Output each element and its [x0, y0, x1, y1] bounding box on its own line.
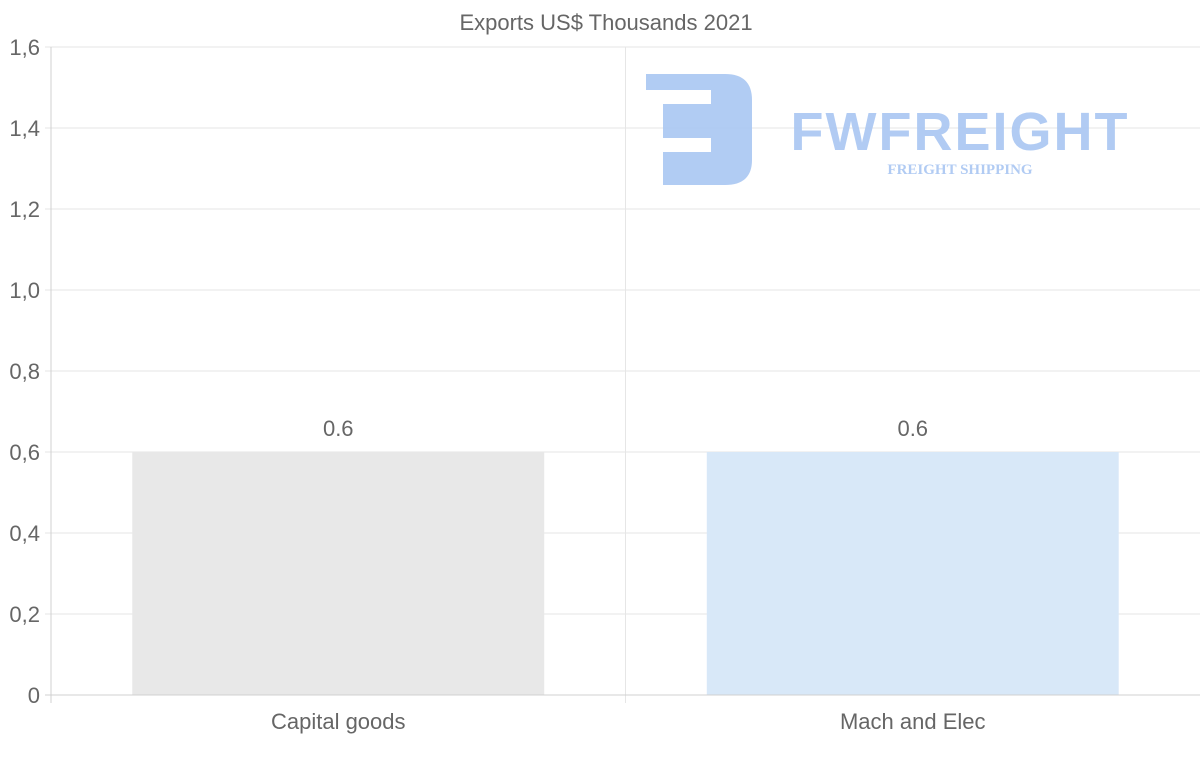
logo-mark-icon: [646, 74, 752, 185]
y-tick-label: 0,2: [9, 602, 40, 627]
logo-brand-text: FWFREIGHT: [791, 102, 1130, 162]
y-tick-label: 1,2: [9, 197, 40, 222]
y-tick-label: 0,4: [9, 521, 40, 546]
fwfreight-logo-watermark: FWFREIGHT FREIGHT SHIPPING: [646, 74, 1130, 185]
y-tick-label: 1,0: [9, 278, 40, 303]
bar-capital-goods: [132, 452, 545, 695]
chart-title: Exports US$ Thousands 2021: [459, 10, 752, 35]
x-tick-label: Capital goods: [271, 709, 406, 734]
y-tick-label: 0,8: [9, 359, 40, 384]
y-tick-label: 0: [28, 683, 40, 708]
bars: 0.6 0.6: [132, 416, 1119, 695]
data-label: 0.6: [323, 416, 354, 441]
bar-mach-and-elec: [706, 452, 1119, 695]
logo-tagline-text: FREIGHT SHIPPING: [887, 162, 1032, 178]
data-label: 0.6: [897, 416, 928, 441]
axes: 0 0,2 0,4 0,6 0,8 1,0 1,2 1,4 1,6 Capital goods Ma…: [9, 35, 1200, 734]
y-tick-label: 1,6: [9, 35, 40, 60]
y-tick-label: 1,4: [9, 116, 40, 141]
x-tick-label: Mach and Elec: [840, 709, 986, 734]
y-tick-label: 0,6: [9, 440, 40, 465]
